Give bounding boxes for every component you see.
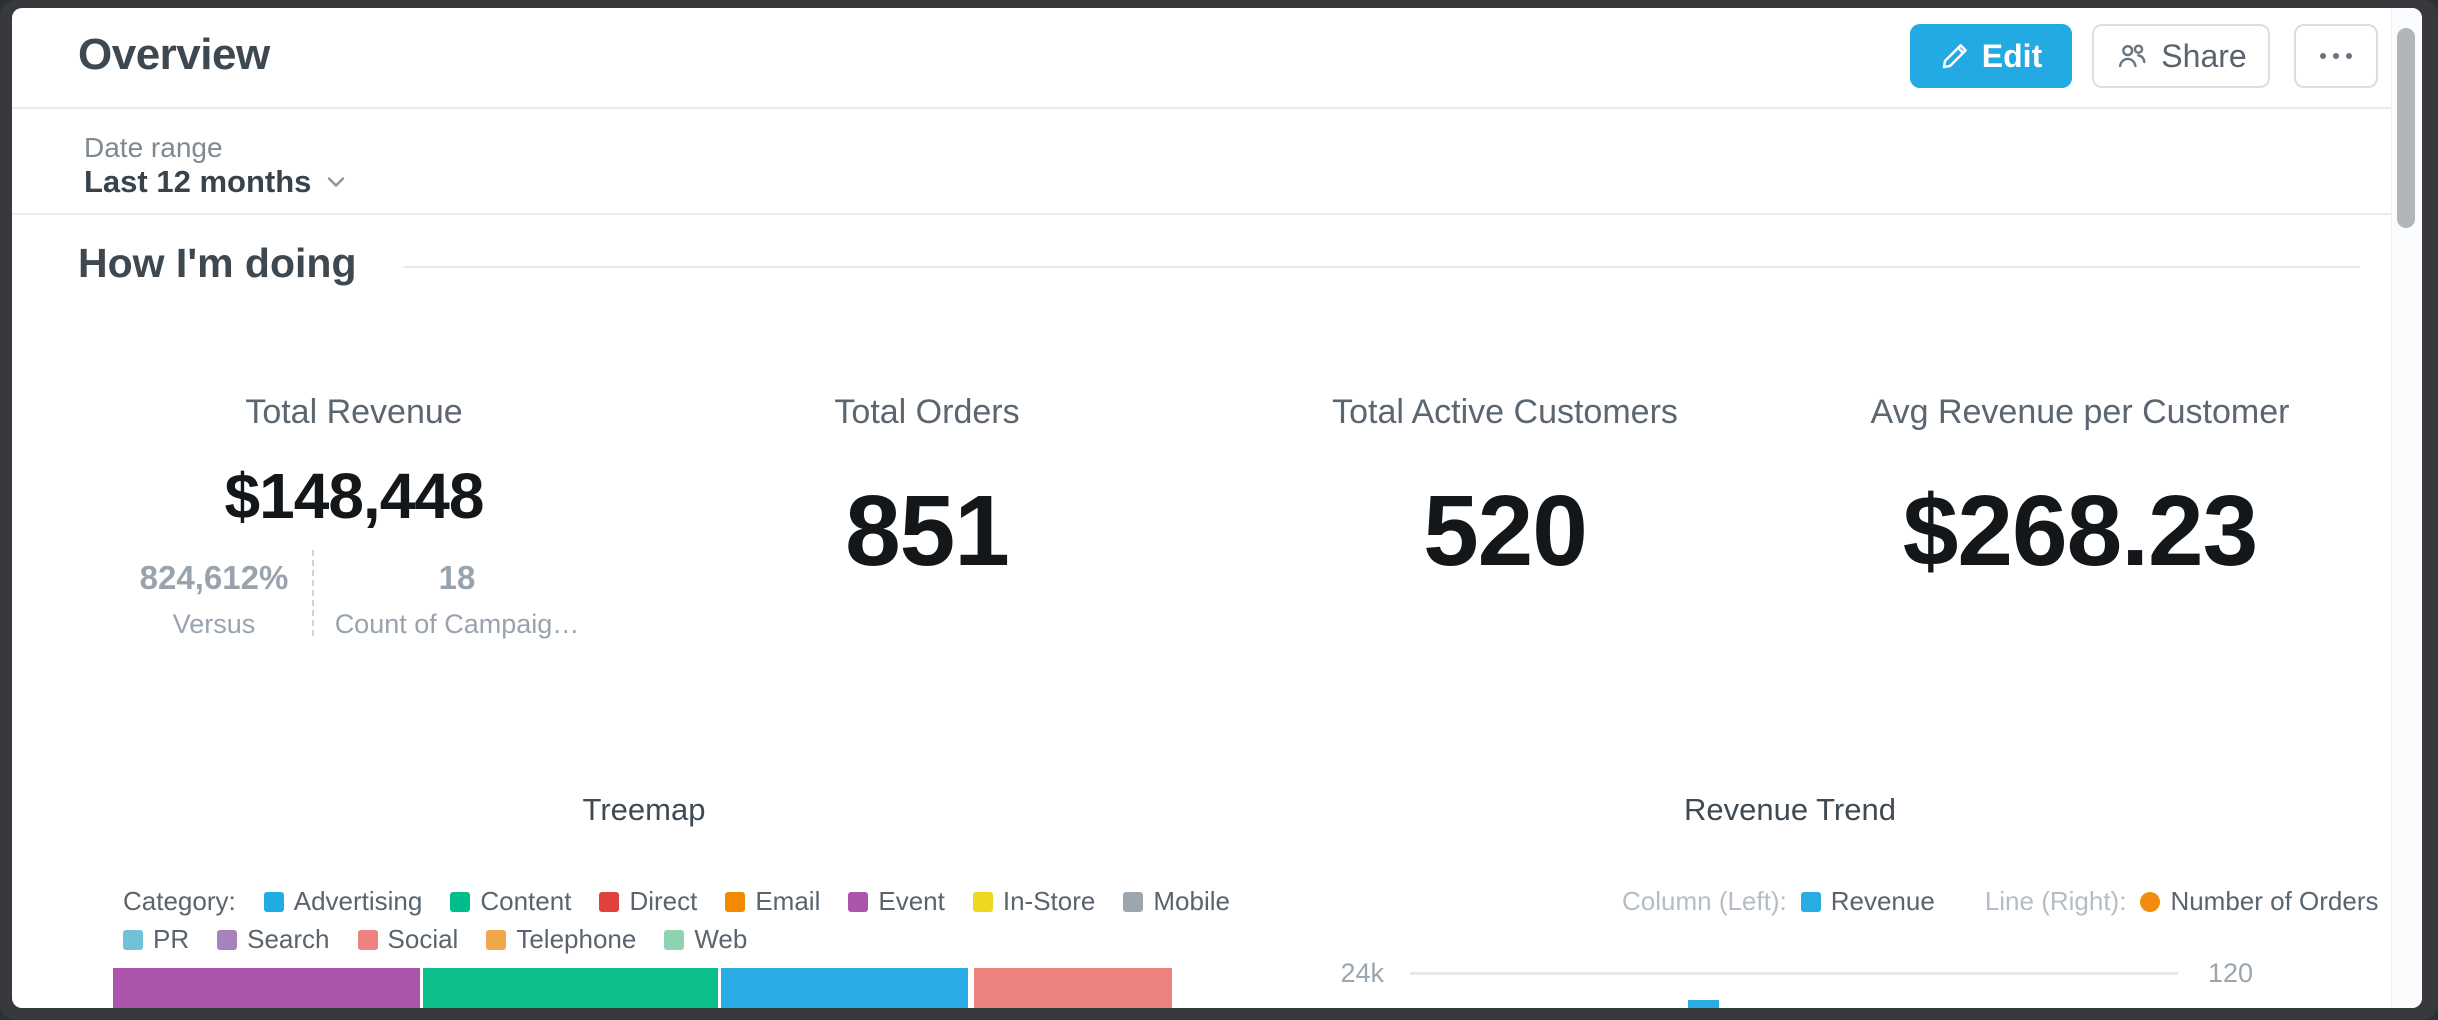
treemap-legend-row-2: PR Search Social Telephone Web xyxy=(123,924,747,955)
column-axis-label: Column (Left): xyxy=(1622,886,1787,916)
kpi-secondary-label: Versus xyxy=(172,609,256,639)
treemap-legend-title: Category: xyxy=(123,886,236,916)
ellipsis-icon xyxy=(2320,53,2326,59)
kpi-secondary-count: 18 Count of Campaig… xyxy=(307,559,607,640)
legend-swatch xyxy=(450,891,471,912)
revenue-series-label: Revenue xyxy=(1830,886,1935,916)
kpi-secondary-versus: 824,612% Versus xyxy=(74,559,354,640)
kpi-value: 851 xyxy=(845,475,1010,587)
legend-label: Social xyxy=(387,924,459,954)
section-rule xyxy=(404,266,2360,268)
kpi-secondary-label: Count of Campaig… xyxy=(334,609,580,639)
legend-label: In-Store xyxy=(1002,886,1096,916)
treemap-legend-item-advertising[interactable]: Advertising xyxy=(263,886,423,917)
treemap-legend-item-web[interactable]: Web xyxy=(664,924,747,955)
legend-swatch xyxy=(486,929,507,950)
kpi-secondary-divider xyxy=(312,550,314,636)
edit-button[interactable]: Edit xyxy=(1910,24,2072,88)
page-title: Overview xyxy=(78,30,270,79)
legend-label: PR xyxy=(153,924,190,954)
share-button-label: Share xyxy=(2161,37,2247,74)
legend-swatch xyxy=(357,929,378,950)
kpi-card-avg-revenue-per-customer: Avg Revenue per Customer $268.23 xyxy=(1800,392,2360,590)
more-options-button[interactable] xyxy=(2294,24,2378,88)
pencil-icon xyxy=(1940,41,1970,71)
kpi-card-total-revenue: Total Revenue $148,448 824,612% Versus 1… xyxy=(74,392,634,639)
legend-item-number-of-orders[interactable]: Number of Orders xyxy=(2140,886,2379,917)
legend-swatch xyxy=(848,891,869,912)
legend-label: Search xyxy=(247,924,330,954)
treemap-legend-row-1: Category: Advertising Content Direct Email E… xyxy=(123,886,1230,917)
treemap-legend-item-social[interactable]: Social xyxy=(357,924,459,955)
scrollbar-thumb[interactable] xyxy=(2397,28,2415,228)
kpi-value: $268.23 xyxy=(1902,475,2258,587)
date-range-label: Date range xyxy=(84,132,223,163)
legend-label: Content xyxy=(480,886,572,916)
legend-label: Email xyxy=(755,886,821,916)
people-icon xyxy=(2115,39,2149,73)
date-range-selector[interactable]: Last 12 months xyxy=(84,164,347,200)
legend-swatch xyxy=(1123,891,1144,912)
legend-swatch xyxy=(599,891,620,912)
right-axis-tick: 120 xyxy=(2208,958,2254,988)
legend-label: Web xyxy=(694,924,748,954)
line-axis-label: Line (Right): xyxy=(1984,886,2127,916)
kpi-card-total-orders: Total Orders 851 xyxy=(647,392,1207,590)
treemap-block-content[interactable] xyxy=(423,968,718,1008)
date-range-value: Last 12 months xyxy=(84,164,312,199)
legend-swatch xyxy=(725,891,746,912)
legend-swatch xyxy=(664,929,685,950)
scrollbar-track[interactable] xyxy=(2391,8,2422,1008)
filter-divider xyxy=(12,213,2392,215)
treemap-legend-item-telephone[interactable]: Telephone xyxy=(486,924,636,955)
gridline xyxy=(1410,972,2178,975)
treemap-legend-item-search[interactable]: Search xyxy=(217,924,330,955)
treemap-block-event[interactable] xyxy=(113,968,420,1008)
treemap-legend-item-pr[interactable]: PR xyxy=(123,924,189,955)
treemap-block-social[interactable] xyxy=(974,968,1172,1008)
legend-label: Telephone xyxy=(516,924,637,954)
revenue-series-swatch xyxy=(1800,891,1821,912)
edit-button-label: Edit xyxy=(1981,37,2043,74)
treemap-plot-area xyxy=(12,968,2422,1008)
treemap-legend-item-event[interactable]: Event xyxy=(848,886,945,917)
legend-item-revenue[interactable]: Revenue xyxy=(1800,886,1935,917)
treemap-title: Treemap xyxy=(582,792,706,827)
treemap-legend-item-instore[interactable]: In-Store xyxy=(972,886,1096,917)
revenue-trend-legend: Column (Left): Revenue Line (Right): Num… xyxy=(1622,886,2379,917)
kpi-value: $148,448 xyxy=(224,460,485,532)
treemap-block-advertising[interactable] xyxy=(721,968,968,1008)
kpi-title: Avg Revenue per Customer xyxy=(1870,393,2290,431)
treemap-legend-item-mobile[interactable]: Mobile xyxy=(1123,886,1230,917)
section-title: How I'm doing xyxy=(78,240,357,286)
treemap-legend-item-email[interactable]: Email xyxy=(725,886,820,917)
kpi-secondary-value: 18 xyxy=(438,559,476,596)
header-divider xyxy=(12,107,2392,109)
dashboard-screen: Overview Edit Share xyxy=(12,8,2422,1008)
treemap-legend-item-direct[interactable]: Direct xyxy=(599,886,697,917)
legend-swatch xyxy=(217,929,238,950)
left-axis-tick: 24k xyxy=(1340,958,1384,988)
kpi-secondary-value: 824,612% xyxy=(139,559,289,596)
kpi-title: Total Active Customers xyxy=(1332,393,1678,431)
kpi-title: Total Orders xyxy=(834,393,1020,431)
legend-label: Direct xyxy=(629,886,698,916)
legend-label: Event xyxy=(878,886,945,916)
kpi-title: Total Revenue xyxy=(245,393,463,431)
orders-series-label: Number of Orders xyxy=(2170,886,2379,916)
orders-series-swatch xyxy=(2140,891,2161,912)
legend-label: Advertising xyxy=(293,886,423,916)
revenue-column-bar[interactable] xyxy=(1688,1000,1719,1008)
legend-swatch xyxy=(263,891,284,912)
chevron-down-icon xyxy=(325,174,347,190)
kpi-value: 520 xyxy=(1423,475,1588,587)
kpi-card-total-active-customers: Total Active Customers 520 xyxy=(1225,392,1785,590)
legend-swatch xyxy=(123,929,143,950)
legend-label: Mobile xyxy=(1153,886,1230,916)
legend-swatch xyxy=(972,891,993,912)
revenue-trend-title: Revenue Trend xyxy=(1684,792,1896,827)
treemap-legend-item-content[interactable]: Content xyxy=(450,886,571,917)
share-button[interactable]: Share xyxy=(2092,24,2270,88)
